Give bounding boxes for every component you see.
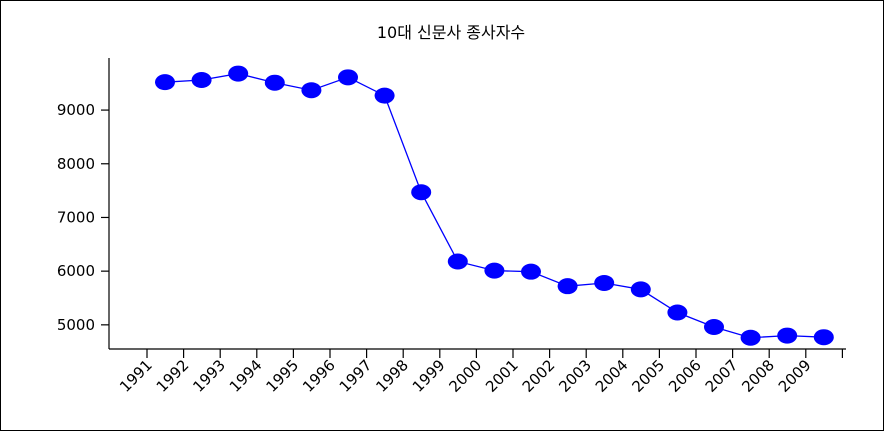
data-point [228, 65, 249, 82]
series-line [164, 72, 824, 339]
data-point [704, 318, 724, 335]
axes [108, 58, 846, 350]
x-tick-label: 1991 [116, 356, 156, 396]
y-tick-label: 6000 [57, 262, 95, 280]
x-tick-label: 2007 [702, 356, 742, 396]
x-tick-label: 2002 [519, 356, 559, 396]
y-tick-label: 5000 [57, 316, 95, 334]
x-tick-label: 1996 [299, 356, 339, 396]
x-tick-label: 2008 [738, 356, 778, 396]
x-tick-label: 2004 [592, 356, 632, 396]
data-point [411, 184, 432, 201]
y-tick-label: 8000 [57, 155, 95, 173]
y-tick-label: 9000 [57, 101, 95, 119]
series-points-group [155, 65, 834, 346]
x-tick-label: 1994 [226, 356, 266, 396]
y-axis-ticks: 5000 6000 7000 8000 9000 [57, 101, 109, 334]
x-tick-label: 1998 [372, 356, 412, 396]
data-point [594, 274, 615, 291]
x-tick-label: 2003 [555, 356, 595, 396]
data-point [630, 281, 651, 298]
data-point [301, 82, 322, 99]
data-point [521, 263, 541, 280]
x-axis-ticks: 1991199219931994199519961997199819992000… [116, 349, 844, 396]
data-point [191, 72, 212, 89]
x-tick-label: 1993 [189, 356, 229, 396]
x-tick-label: 2005 [628, 356, 668, 396]
x-tick-label: 2001 [482, 356, 522, 396]
data-point [813, 329, 834, 346]
series-line-group [164, 72, 824, 339]
data-point [557, 278, 578, 295]
data-point [447, 253, 468, 270]
x-tick-label: 2009 [775, 356, 815, 396]
x-tick-label: 2000 [445, 356, 485, 396]
data-point [264, 74, 285, 91]
data-point [155, 74, 175, 91]
data-point [484, 262, 505, 279]
data-point [740, 329, 761, 346]
x-tick-label: 1995 [262, 356, 302, 396]
data-point [667, 304, 688, 321]
data-point [374, 87, 395, 104]
x-tick-label: 1997 [336, 356, 376, 396]
x-tick-label: 1999 [409, 356, 449, 396]
y-tick-label: 7000 [57, 208, 95, 226]
chart-title: 10대 신문사 종사자수 [377, 23, 525, 42]
x-tick-label: 2006 [665, 356, 705, 396]
data-point [777, 327, 798, 344]
data-point [338, 69, 358, 86]
x-tick-label: 1992 [153, 356, 193, 396]
